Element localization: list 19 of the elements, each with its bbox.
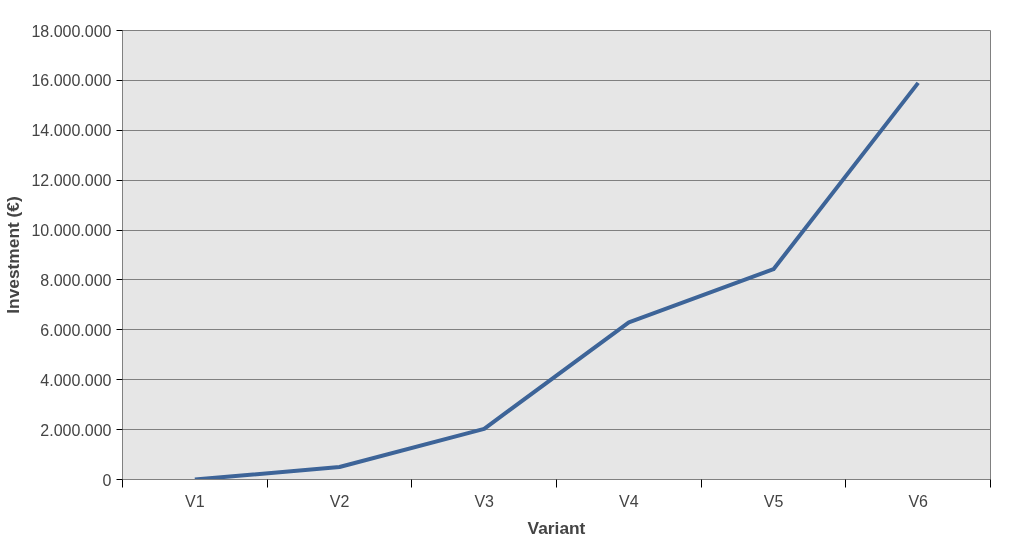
x-tick-label: V6: [908, 492, 929, 510]
y-axis-title: Investment (€): [3, 196, 24, 314]
y-tick-label: 0: [102, 471, 112, 489]
y-tick-label: 10.000.000: [31, 222, 112, 240]
x-tick-label: V1: [185, 492, 205, 510]
y-tick-label: 6.000.000: [40, 321, 112, 339]
y-tick-label: 8.000.000: [40, 271, 112, 289]
y-tick-label: 16.000.000: [31, 72, 112, 90]
x-axis-title: Variant: [527, 517, 586, 538]
x-tick-label: V2: [329, 492, 350, 510]
y-tick-label: 4.000.000: [40, 371, 112, 389]
y-tick-label: 2.000.000: [40, 421, 112, 439]
y-tick-label: 12.000.000: [31, 172, 112, 190]
line-series: [192, 80, 921, 480]
y-tick-label: 14.000.000: [31, 122, 112, 140]
x-tick-label: V4: [619, 492, 639, 510]
x-tick-label: V5: [763, 492, 784, 510]
x-tick-label: V3: [474, 492, 495, 510]
y-tick-label: 18.000.000: [31, 22, 112, 40]
